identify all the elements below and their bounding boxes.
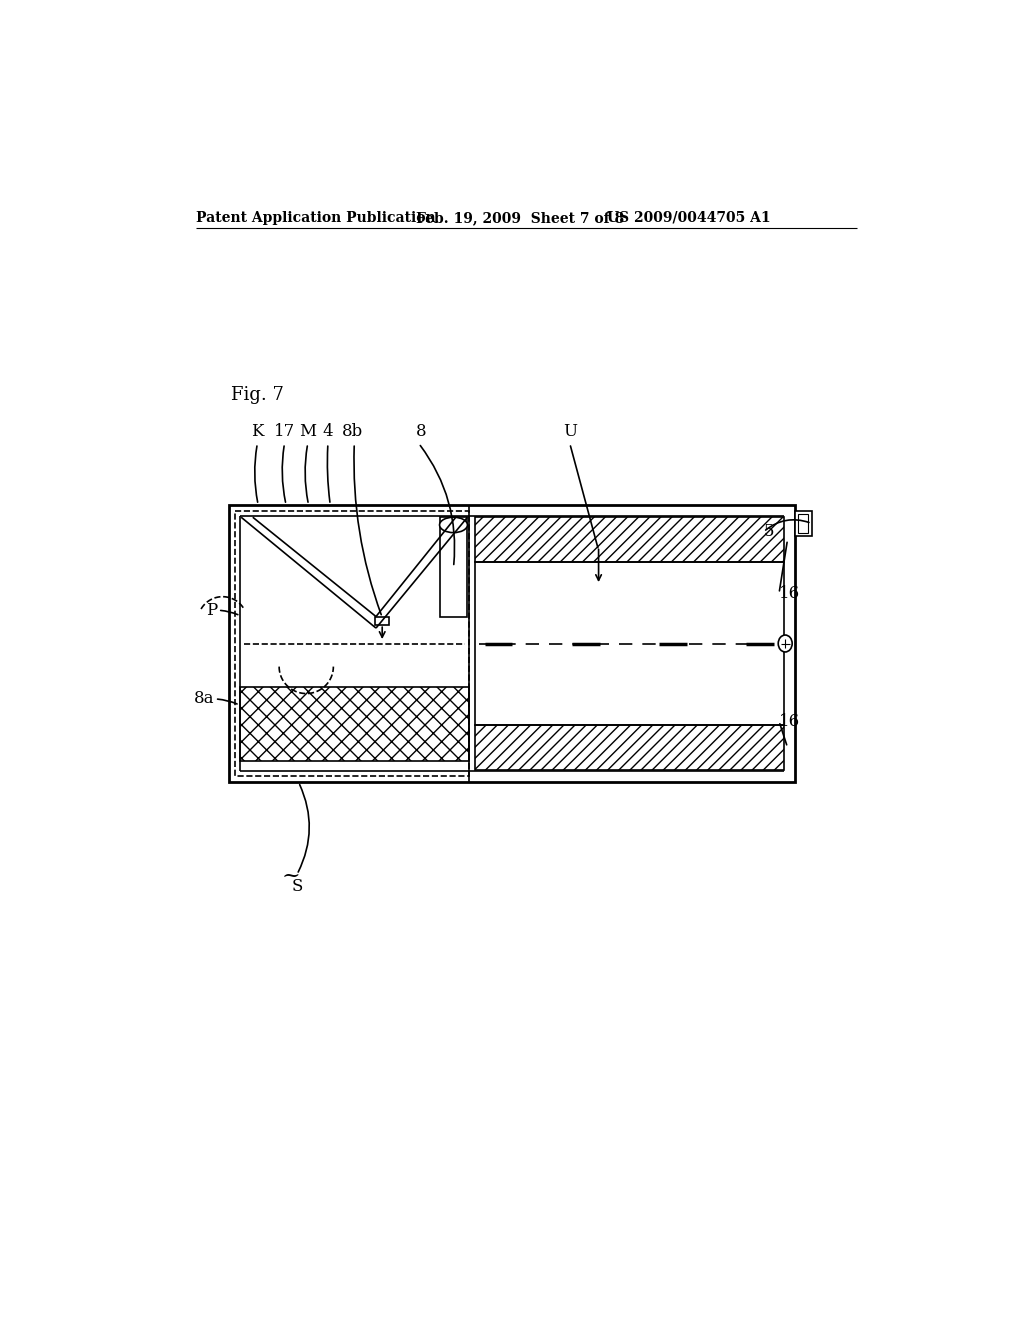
Text: US 2009/0044705 A1: US 2009/0044705 A1: [607, 211, 771, 224]
Text: 5: 5: [764, 523, 774, 540]
Text: 8: 8: [416, 424, 426, 441]
Text: P: P: [206, 602, 217, 619]
Text: 8a: 8a: [195, 690, 215, 708]
Text: ~: ~: [282, 866, 300, 887]
Text: 4: 4: [323, 424, 333, 441]
Text: 17: 17: [274, 424, 295, 441]
Text: K: K: [251, 424, 263, 441]
Text: Feb. 19, 2009  Sheet 7 of 8: Feb. 19, 2009 Sheet 7 of 8: [417, 211, 625, 224]
Ellipse shape: [778, 635, 793, 652]
Text: S: S: [291, 878, 303, 895]
Text: Fig. 7: Fig. 7: [231, 385, 284, 404]
Bar: [795, 511, 812, 536]
Text: U: U: [563, 424, 577, 441]
Text: Patent Application Publication: Patent Application Publication: [197, 211, 436, 224]
Text: 16: 16: [779, 713, 800, 730]
Bar: [375, 618, 389, 626]
Bar: [798, 515, 809, 533]
Text: M: M: [299, 424, 316, 441]
Bar: [475, 517, 783, 562]
Bar: [234, 511, 469, 776]
Bar: [475, 562, 783, 725]
Text: 16: 16: [779, 585, 800, 602]
Bar: [240, 686, 469, 760]
Text: 8b: 8b: [342, 424, 364, 441]
Bar: [228, 506, 795, 781]
Bar: [439, 517, 467, 618]
Ellipse shape: [439, 517, 467, 533]
Bar: [475, 725, 783, 770]
